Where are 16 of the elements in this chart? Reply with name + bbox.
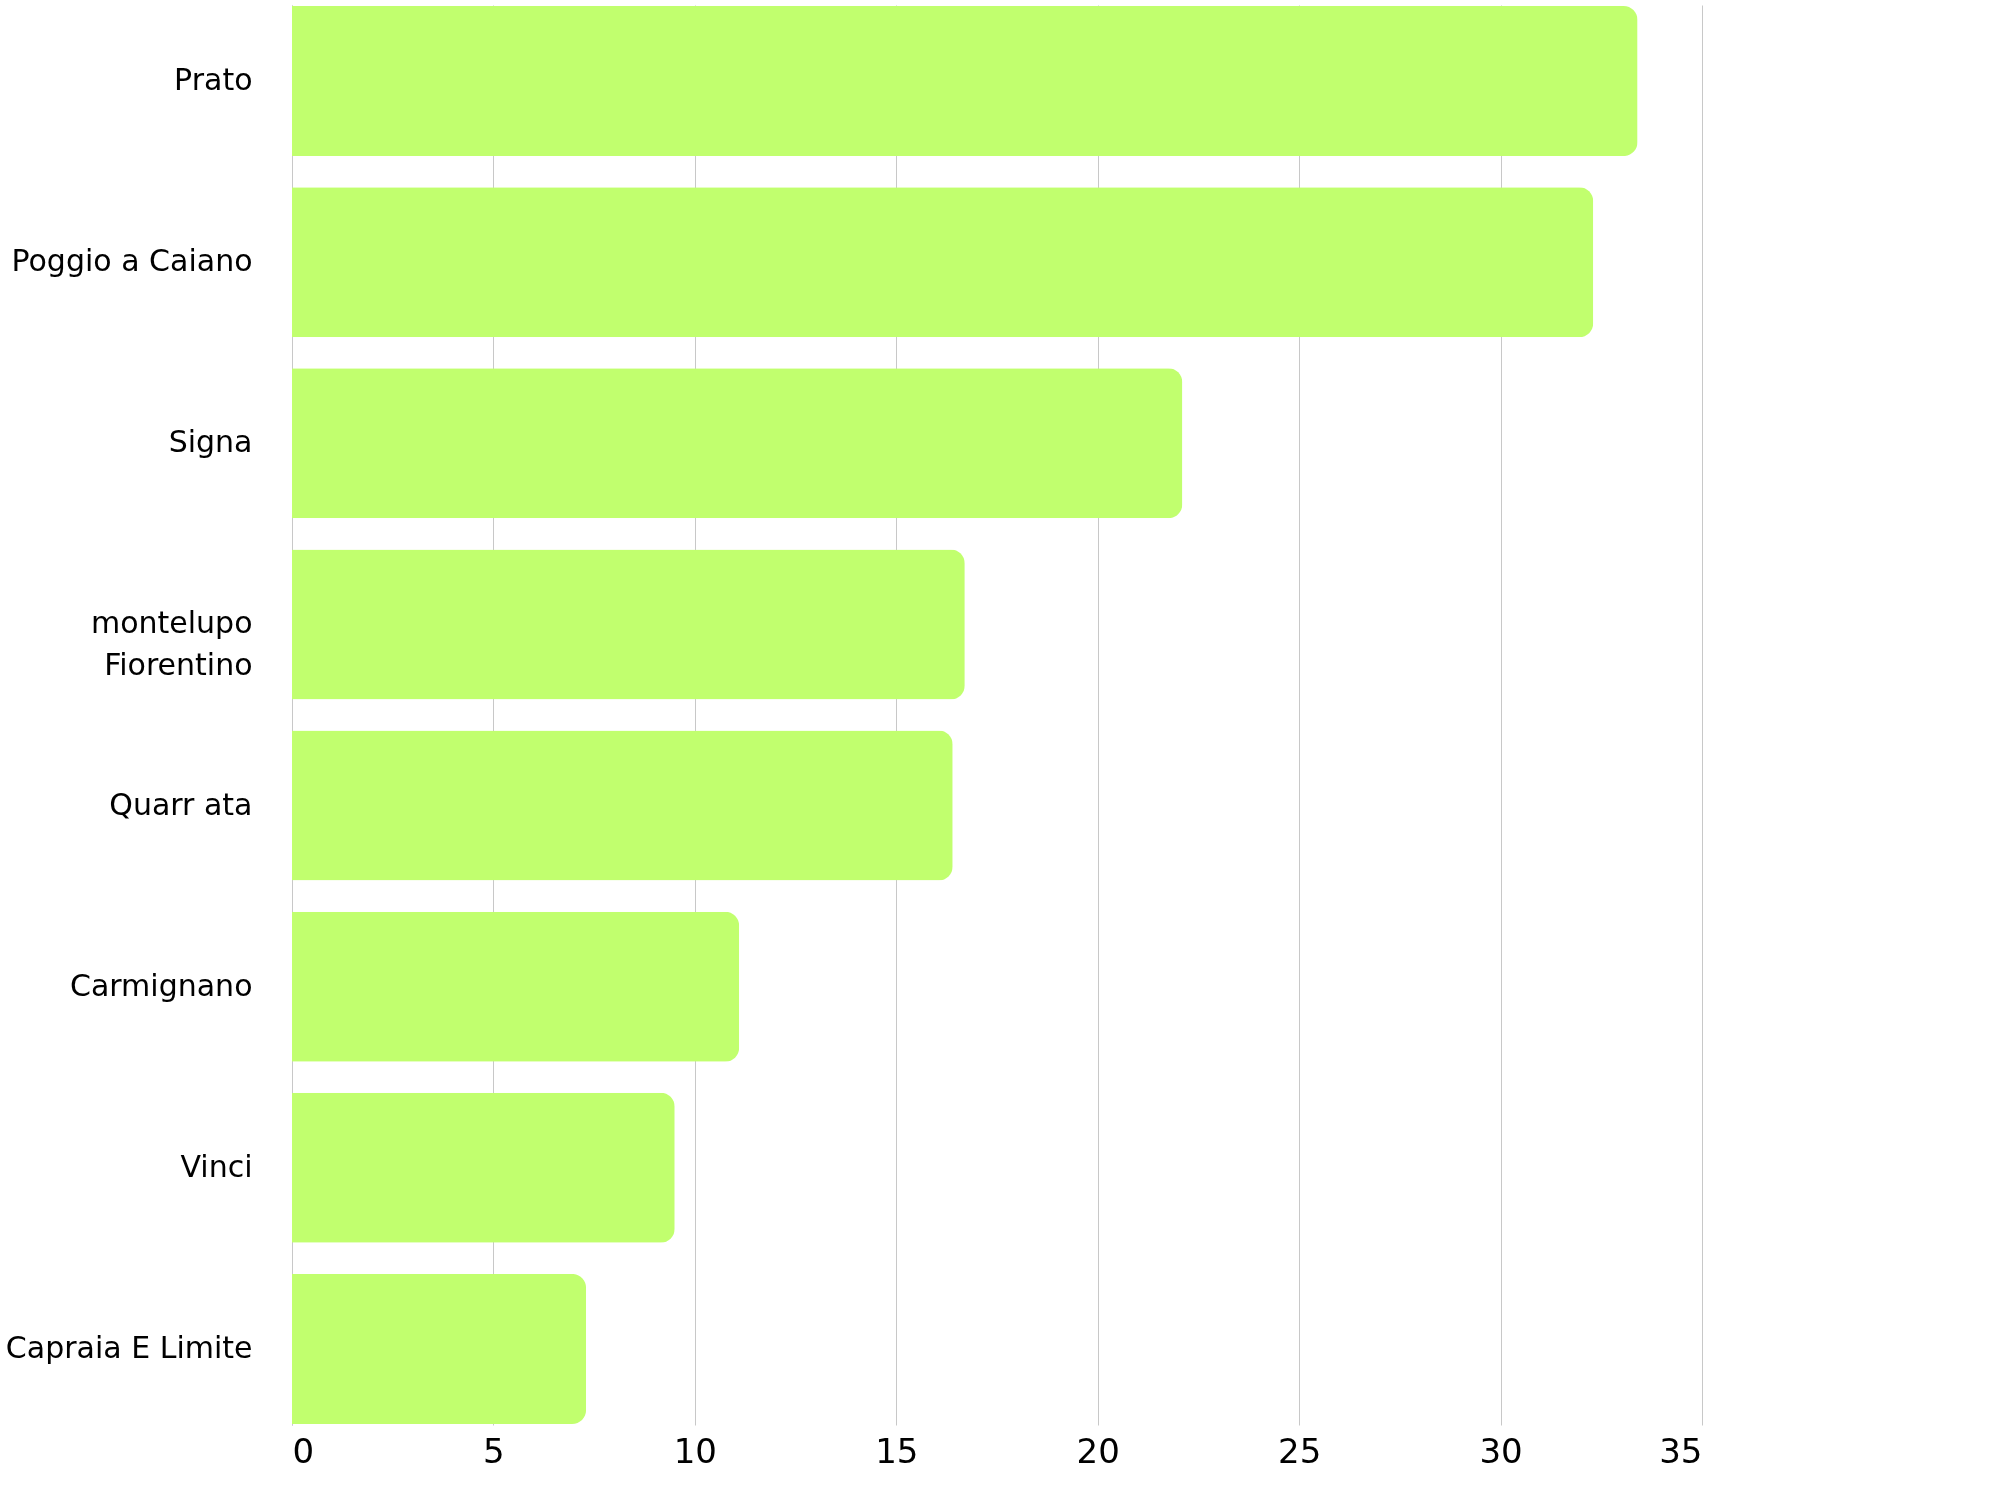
y-tick-label: Capraia E Limite [5, 1329, 253, 1365]
x-tick-label: 5 [483, 1430, 505, 1471]
y-tick-label: Prato [174, 62, 253, 98]
y-tick-label: Quarr ata [109, 786, 253, 822]
x-tick-label: 25 [1278, 1430, 1322, 1471]
x-tick-label: 30 [1479, 1430, 1523, 1471]
x-tick-label: 15 [875, 1430, 919, 1471]
y-tick-label: Carmignano [69, 967, 253, 1003]
y-tick-label: Poggio a Caiano [11, 243, 253, 279]
x-tick-label: 10 [673, 1430, 717, 1471]
x-tick-label: 0 [292, 1430, 315, 1471]
y-tick-label: Signa [168, 424, 253, 460]
x-tick-label: 20 [1076, 1430, 1120, 1471]
x-tick-label: 35 [1659, 1430, 1703, 1471]
y-tick-label: Vinci [180, 1148, 253, 1184]
y-tick-label: montelupo Fiorentino [90, 605, 253, 683]
